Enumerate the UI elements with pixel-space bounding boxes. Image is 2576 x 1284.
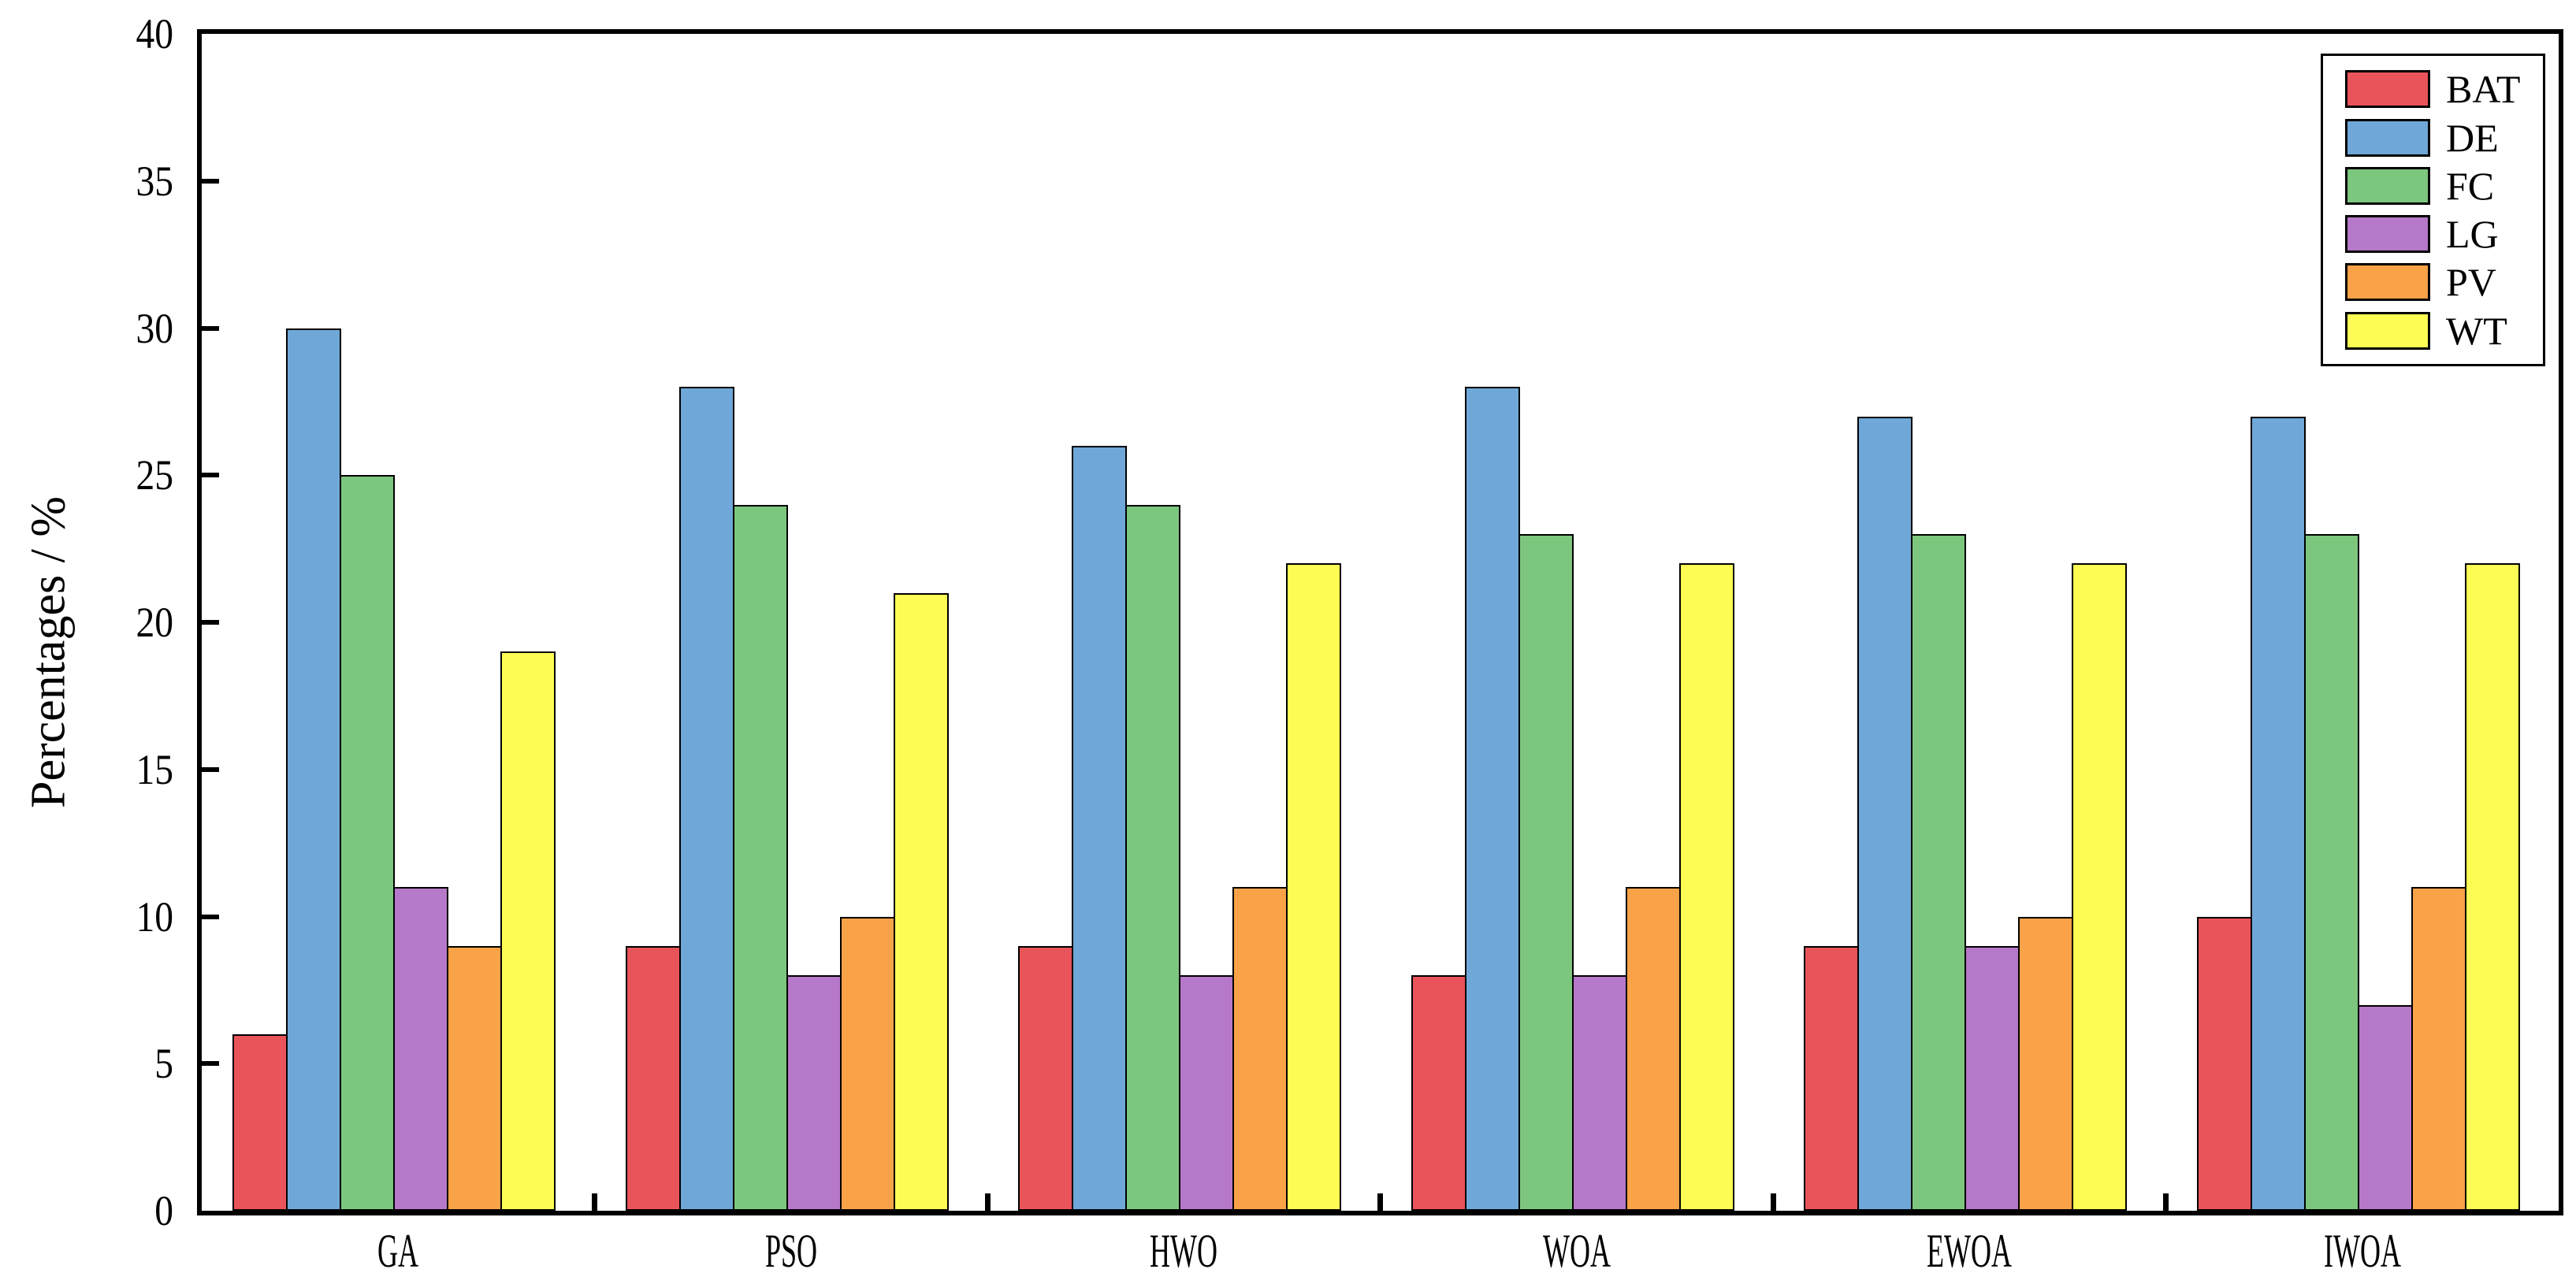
bar-EWOA-LG bbox=[1965, 945, 2020, 1211]
legend-label-BAT: BAT bbox=[2446, 67, 2521, 112]
bar-GA-LG bbox=[393, 887, 449, 1211]
y-tick-label-20: 20 bbox=[136, 599, 173, 646]
y-tick-20 bbox=[202, 620, 219, 625]
legend-label-WT: WT bbox=[2446, 308, 2507, 353]
bar-WOA-DE bbox=[1464, 387, 1520, 1211]
bar-PSO-FC bbox=[732, 504, 788, 1211]
bar-EWOA-FC bbox=[1911, 533, 1967, 1211]
bar-HWO-DE bbox=[1072, 445, 1128, 1211]
x-tick-boundary-4 bbox=[1770, 1193, 1776, 1211]
legend-swatch-LG bbox=[2345, 215, 2430, 254]
legend-swatch-BAT bbox=[2345, 70, 2430, 109]
bar-HWO-LG bbox=[1179, 975, 1235, 1211]
bar-GA-BAT bbox=[232, 1034, 288, 1211]
bar-GA-DE bbox=[286, 328, 342, 1211]
legend-label-PV: PV bbox=[2446, 260, 2496, 305]
bar-HWO-PV bbox=[1232, 887, 1288, 1211]
legend-item-WT: WT bbox=[2345, 311, 2543, 351]
bar-WOA-LG bbox=[1571, 975, 1627, 1211]
x-tick-boundary-3 bbox=[1377, 1193, 1383, 1211]
bar-EWOA-DE bbox=[1857, 416, 1913, 1211]
y-tick-label-15: 15 bbox=[136, 745, 173, 793]
legend-item-DE: DE bbox=[2345, 118, 2543, 158]
bar-IWOA-BAT bbox=[2196, 916, 2252, 1211]
y-tick-label-5: 5 bbox=[154, 1040, 173, 1088]
legend-swatch-WT bbox=[2345, 311, 2430, 350]
bar-WOA-FC bbox=[1518, 533, 1574, 1211]
y-tick-25 bbox=[202, 473, 219, 478]
x-tick-label-WOA: WOA bbox=[1542, 1225, 1611, 1277]
legend-item-BAT: BAT bbox=[2345, 69, 2543, 109]
bar-HWO-FC bbox=[1125, 504, 1181, 1211]
x-tick-label-IWOA: IWOA bbox=[2323, 1225, 2401, 1277]
bar-PSO-BAT bbox=[625, 945, 681, 1211]
bar-EWOA-PV bbox=[2018, 916, 2074, 1211]
bar-WOA-BAT bbox=[1411, 975, 1466, 1211]
bar-PSO-PV bbox=[839, 916, 895, 1211]
bar-IWOA-LG bbox=[2357, 1004, 2413, 1211]
y-tick-label-30: 30 bbox=[136, 304, 173, 352]
bar-GA-FC bbox=[340, 475, 396, 1211]
bar-WOA-WT bbox=[1678, 563, 1734, 1211]
bar-IWOA-WT bbox=[2464, 563, 2520, 1211]
legend-swatch-FC bbox=[2345, 166, 2430, 205]
legend-label-FC: FC bbox=[2446, 163, 2495, 208]
bar-WOA-PV bbox=[1625, 887, 1681, 1211]
x-tick-label-EWOA: EWOA bbox=[1927, 1225, 2013, 1277]
x-tick-label-PSO: PSO bbox=[764, 1225, 817, 1277]
bar-GA-PV bbox=[447, 945, 503, 1211]
y-tick-35 bbox=[202, 178, 219, 184]
legend-item-PV: PV bbox=[2345, 262, 2543, 302]
legend-item-FC: FC bbox=[2345, 166, 2543, 206]
bar-PSO-LG bbox=[786, 975, 842, 1211]
bar-PSO-WT bbox=[893, 592, 949, 1211]
bar-HWO-WT bbox=[1286, 563, 1342, 1211]
y-tick-30 bbox=[202, 325, 219, 331]
x-tick-label-HWO: HWO bbox=[1150, 1225, 1218, 1277]
y-tick-label-10: 10 bbox=[136, 892, 173, 941]
plot-area bbox=[197, 29, 2563, 1215]
x-tick-boundary-5 bbox=[2163, 1193, 2169, 1211]
x-tick-label-GA: GA bbox=[377, 1225, 419, 1277]
y-tick-15 bbox=[202, 766, 219, 772]
bar-IWOA-FC bbox=[2303, 533, 2359, 1211]
y-tick-10 bbox=[202, 914, 219, 919]
bar-HWO-BAT bbox=[1018, 945, 1074, 1211]
y-tick-label-25: 25 bbox=[136, 451, 173, 499]
bar-IWOA-PV bbox=[2411, 887, 2466, 1211]
x-tick-boundary-2 bbox=[984, 1193, 991, 1211]
legend: BAT DE FC LG PV WT bbox=[2321, 54, 2545, 366]
bar-GA-WT bbox=[500, 651, 556, 1211]
legend-label-DE: DE bbox=[2446, 115, 2499, 160]
y-tick-label-40: 40 bbox=[136, 10, 173, 58]
legend-item-LG: LG bbox=[2345, 214, 2543, 254]
y-tick-label-35: 35 bbox=[136, 157, 173, 205]
bar-EWOA-BAT bbox=[1804, 945, 1860, 1211]
legend-label-LG: LG bbox=[2446, 212, 2499, 257]
x-tick-boundary-1 bbox=[592, 1193, 597, 1211]
bar-PSO-DE bbox=[678, 387, 734, 1211]
y-tick-label-0: 0 bbox=[154, 1187, 173, 1234]
y-tick-5 bbox=[202, 1061, 219, 1067]
bar-IWOA-DE bbox=[2250, 416, 2306, 1211]
legend-swatch-DE bbox=[2345, 118, 2430, 157]
legend-swatch-PV bbox=[2345, 263, 2430, 302]
bar-EWOA-WT bbox=[2072, 563, 2128, 1211]
